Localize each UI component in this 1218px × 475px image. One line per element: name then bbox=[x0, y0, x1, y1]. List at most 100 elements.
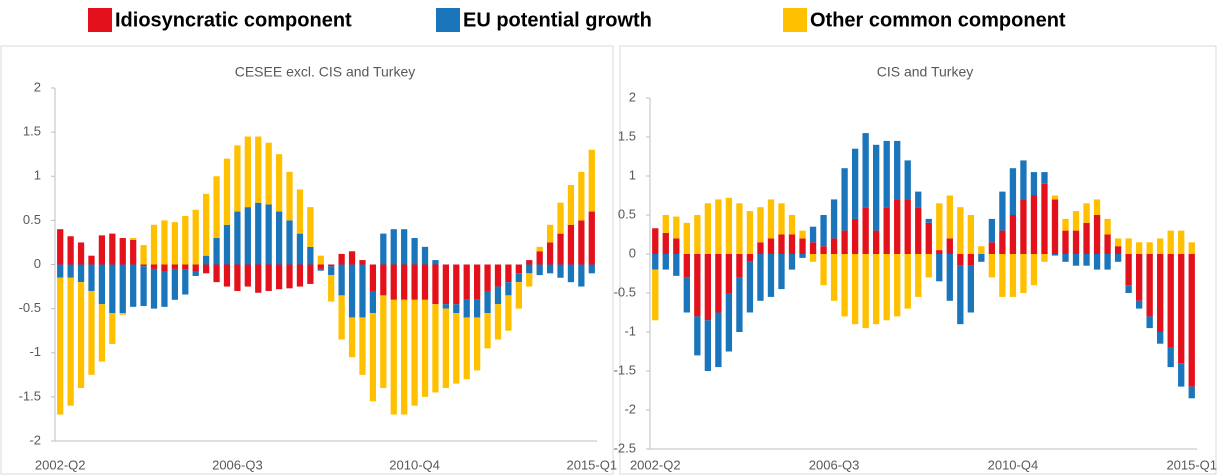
bar-segment bbox=[1062, 254, 1069, 262]
bar-segment bbox=[757, 207, 764, 243]
bar-segment bbox=[515, 273, 522, 283]
bar-segment bbox=[484, 290, 491, 314]
bar-segment bbox=[67, 264, 74, 278]
bar-segment bbox=[109, 233, 116, 265]
bar-segment bbox=[1093, 215, 1101, 254]
bar-segment bbox=[1030, 172, 1038, 196]
bar-segment bbox=[505, 295, 512, 331]
bar-segment bbox=[67, 236, 74, 265]
bar-segment bbox=[957, 207, 964, 254]
bar-segment bbox=[421, 299, 429, 397]
bar-segment bbox=[1114, 254, 1122, 262]
bar-segment bbox=[494, 264, 502, 287]
bar-segment bbox=[546, 224, 554, 243]
bar-segment bbox=[883, 207, 890, 254]
bar-segment bbox=[946, 195, 953, 239]
bar-segment bbox=[369, 290, 377, 314]
bar-segment bbox=[936, 203, 943, 251]
bar-segment bbox=[936, 250, 943, 254]
x-tick-label: 2002-Q2 bbox=[630, 457, 681, 472]
bar-segment bbox=[296, 264, 304, 287]
bar-segment bbox=[715, 254, 722, 313]
bar-segment bbox=[1104, 234, 1111, 254]
legend-label: EU potential growth bbox=[463, 9, 652, 31]
bar-segment bbox=[1157, 332, 1164, 344]
bar-segment bbox=[957, 265, 964, 325]
bar-segment bbox=[130, 239, 137, 265]
bar-segment bbox=[988, 254, 996, 278]
bar-segment bbox=[588, 211, 595, 265]
bar-segment bbox=[474, 264, 481, 300]
bar-segment bbox=[830, 199, 838, 239]
y-tick-label: -2 bbox=[29, 432, 41, 447]
bar-segment bbox=[161, 220, 168, 265]
bar-segment bbox=[442, 304, 449, 309]
bar-segment bbox=[401, 229, 408, 265]
bar-segment bbox=[1135, 254, 1143, 301]
bar-segment bbox=[505, 282, 512, 296]
bar-segment bbox=[883, 254, 890, 321]
bar-segment bbox=[1178, 254, 1185, 364]
bar-segment bbox=[778, 254, 785, 290]
bar-segment bbox=[109, 313, 116, 344]
bar-segment bbox=[1020, 254, 1027, 293]
bar-segment bbox=[567, 224, 575, 265]
bar-segment bbox=[557, 264, 564, 278]
bar-segment bbox=[978, 254, 985, 262]
bar-segment bbox=[704, 254, 712, 321]
bar-segment bbox=[307, 264, 314, 284]
bar-segment bbox=[203, 193, 210, 256]
bar-segment bbox=[820, 246, 827, 254]
legend-swatch bbox=[783, 8, 807, 32]
bar-segment bbox=[88, 255, 95, 265]
bar-segment bbox=[317, 268, 324, 271]
bar-segment bbox=[286, 171, 293, 221]
bar-segment bbox=[725, 254, 733, 293]
bar-segment bbox=[223, 224, 231, 265]
bar-segment bbox=[778, 234, 785, 254]
bar-segment bbox=[432, 264, 439, 305]
bar-segment bbox=[234, 211, 241, 265]
bar-segment bbox=[1020, 160, 1027, 200]
bar-segment bbox=[883, 140, 890, 208]
bar-segment bbox=[380, 233, 387, 265]
bar-segment bbox=[1167, 230, 1174, 254]
legend-swatch bbox=[88, 8, 112, 32]
bar-segment bbox=[369, 313, 377, 402]
y-tick-label: -1.5 bbox=[19, 388, 41, 403]
bar-segment bbox=[317, 264, 324, 269]
bar-segment bbox=[725, 293, 733, 352]
bar-segment bbox=[1030, 254, 1038, 286]
y-tick-label: -0.5 bbox=[19, 300, 41, 315]
bar-segment bbox=[704, 203, 712, 254]
bar-segment bbox=[1125, 285, 1132, 293]
bar-segment bbox=[338, 264, 345, 296]
bar-segment bbox=[1114, 246, 1122, 254]
bar-segment bbox=[1062, 218, 1069, 231]
bar-segment bbox=[925, 222, 932, 254]
bar-segment bbox=[894, 199, 901, 254]
bar-segment bbox=[967, 265, 974, 313]
bar-segment bbox=[820, 254, 827, 286]
bar-segment bbox=[171, 264, 178, 269]
bar-segment bbox=[915, 207, 922, 254]
bar-segment bbox=[694, 316, 701, 356]
bar-segment bbox=[862, 207, 869, 254]
bar-segment bbox=[673, 254, 680, 276]
y-tick-label: 1.5 bbox=[23, 124, 41, 139]
bar-segment bbox=[213, 176, 220, 239]
bar-segment bbox=[317, 255, 324, 265]
bar-segment bbox=[999, 230, 1006, 254]
bar-segment bbox=[946, 238, 953, 254]
bar-segment bbox=[203, 264, 210, 274]
bar-segment bbox=[255, 202, 262, 265]
bar-segment bbox=[578, 220, 585, 265]
bar-segment bbox=[380, 295, 387, 389]
bar-segment bbox=[757, 254, 764, 301]
bar-segment bbox=[978, 246, 985, 254]
bar-segment bbox=[546, 264, 554, 274]
bar-segment bbox=[515, 264, 522, 274]
bar-segment bbox=[915, 191, 922, 208]
bar-segment bbox=[380, 264, 387, 296]
bar-segment bbox=[234, 264, 241, 291]
